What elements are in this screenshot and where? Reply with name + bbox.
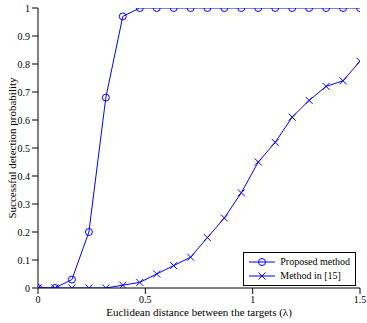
html-text:Proposed method: Proposed method [280, 256, 350, 267]
html-text:Euclidean distance between the: Euclidean distance between the targets (… [106, 306, 292, 318]
svg-text:0.4: 0.4 [18, 171, 31, 182]
svg-text:0.7: 0.7 [18, 87, 31, 98]
svg-text:0.6: 0.6 [18, 115, 31, 126]
svg-text:0.3: 0.3 [18, 199, 31, 210]
svg-text:0.1: 0.1 [18, 255, 31, 266]
svg-text:1.5: 1.5 [354, 294, 359, 305]
svg-text:0.5: 0.5 [139, 294, 152, 305]
svg-text:0.5: 0.5 [18, 143, 31, 154]
svg-text:0: 0 [25, 283, 30, 294]
svg-text:0.8: 0.8 [18, 59, 31, 70]
svg-text:0.2: 0.2 [18, 227, 31, 238]
svg-text:0: 0 [36, 294, 41, 305]
html-text:Successful detection probabili: Successful detection probability [6, 77, 18, 219]
html-text:Method in [15]: Method in [15] [280, 270, 341, 281]
svg-text:1: 1 [25, 3, 30, 14]
svg-text:0.9: 0.9 [18, 31, 31, 42]
svg-text:1: 1 [250, 294, 255, 305]
